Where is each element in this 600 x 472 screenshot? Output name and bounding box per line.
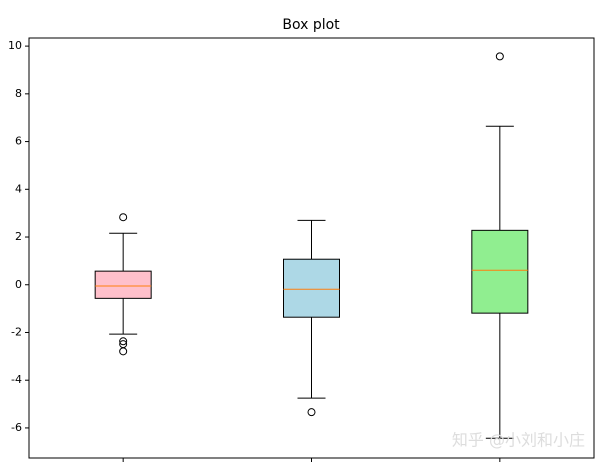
y-tick-label: -4 [11, 373, 22, 386]
watermark: 知乎 @小刘和小庄 [452, 431, 585, 450]
outlier [119, 347, 128, 356]
plot-frame [28, 37, 595, 459]
y-tick-label: 10 [8, 39, 22, 52]
box [94, 270, 152, 299]
outlier [119, 213, 128, 222]
chart-title: Box plot [282, 17, 340, 33]
y-tick-label: 8 [15, 87, 22, 100]
box [283, 258, 340, 318]
y-tick-label: 0 [15, 278, 22, 291]
box [471, 229, 529, 314]
outlier [495, 52, 504, 61]
y-tick-label: 6 [15, 135, 22, 148]
y-tick-label: -6 [11, 421, 22, 434]
y-tick-label: 2 [15, 230, 22, 243]
outlier [119, 337, 128, 346]
y-tick-label: -2 [11, 325, 22, 338]
outlier [307, 408, 316, 417]
y-tick-label: 4 [15, 182, 22, 195]
